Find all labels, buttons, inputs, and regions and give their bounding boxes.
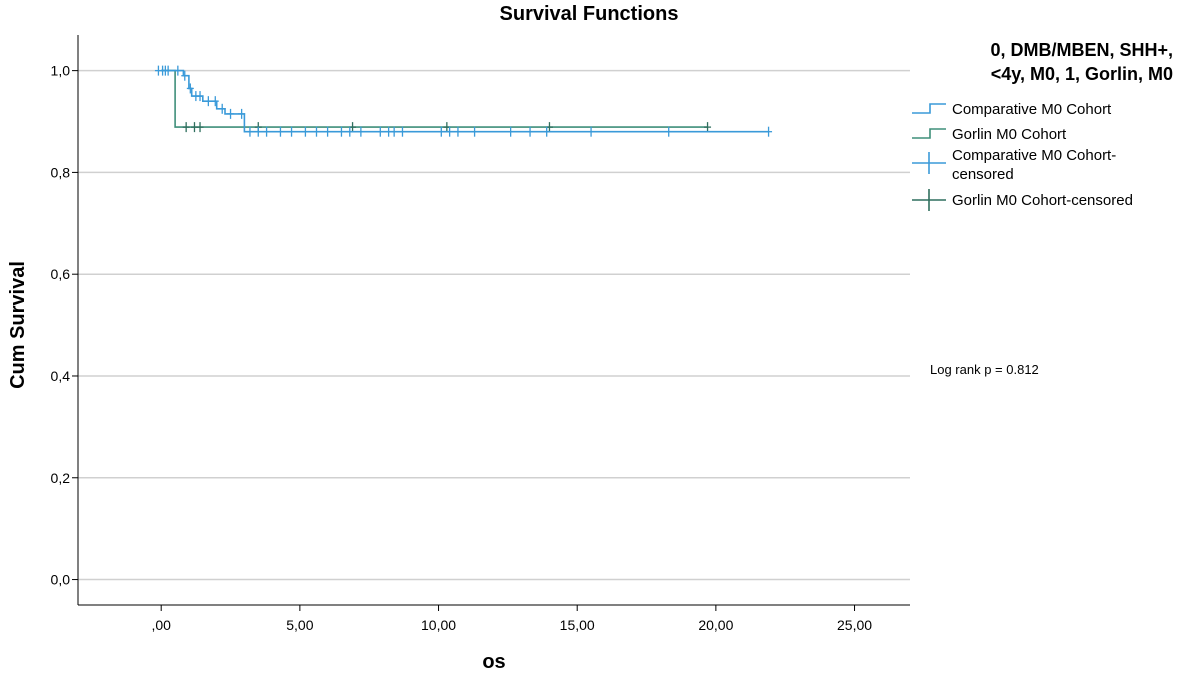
x-tick-label-1: 5,00	[286, 617, 313, 633]
gridlines	[78, 69, 910, 581]
x-tick-label-5: 25,00	[837, 617, 872, 633]
series-layer	[154, 65, 773, 137]
legend-swatch-gorlin	[912, 128, 946, 139]
legend-item-gorlin: Gorlin M0 Cohort	[912, 126, 1067, 143]
log-rank-annotation: Log rank p = 0.812	[930, 362, 1039, 377]
legend-item-comparative-censored: Comparative M0 Cohort- censored	[912, 147, 1116, 183]
y-tick-label-5: 1,0	[51, 63, 71, 79]
y-tick-label-3: 0,6	[51, 266, 71, 282]
legend-label-comparative: Comparative M0 Cohort	[952, 101, 1112, 118]
y-tick-label-2: 0,4	[51, 368, 71, 384]
y-axis-label: Cum Survival	[7, 261, 29, 389]
y-tick-label-0: 0,0	[51, 572, 71, 588]
legend-title-line-2: <4y, M0, 1, Gorlin, M0	[991, 64, 1173, 84]
x-axis-label: os	[482, 651, 505, 673]
y-tick-label-1: 0,2	[51, 470, 71, 486]
y-tick-label-4: 0,8	[51, 164, 71, 180]
y-tick-labels: 0,0 0,2 0,4 0,6 0,8 1,0	[51, 63, 78, 588]
x-tick-label-4: 20,00	[698, 617, 733, 633]
x-tick-labels: ,00 5,00 10,00 15,00 20,00 25,00	[151, 605, 872, 633]
legend-swatch-comparative	[912, 103, 946, 114]
series-line-gorlin	[161, 69, 708, 128]
x-tick-label-0: ,00	[151, 617, 171, 633]
legend-item-comparative: Comparative M0 Cohort	[912, 101, 1112, 118]
x-tick-label-3: 15,00	[560, 617, 595, 633]
legend-label-gorlin: Gorlin M0 Cohort	[952, 126, 1067, 143]
axes	[77, 35, 910, 606]
chart-title: Survival Functions	[500, 3, 679, 25]
x-tick-label-2: 10,00	[421, 617, 456, 633]
legend-item-gorlin-censored: Gorlin M0 Cohort-censored	[912, 189, 1133, 211]
legend-label-gorlin-censored: Gorlin M0 Cohort-censored	[952, 192, 1133, 209]
legend-label-comparative-censored-line-1: Comparative M0 Cohort-	[952, 147, 1116, 164]
legend: 0, DMB/MBEN, SHH+, <4y, M0, 1, Gorlin, M…	[912, 40, 1173, 211]
legend-title-line-1: 0, DMB/MBEN, SHH+,	[990, 40, 1173, 60]
series-line-comparative	[161, 69, 769, 133]
legend-label-comparative-censored-line-2: censored	[952, 166, 1014, 183]
